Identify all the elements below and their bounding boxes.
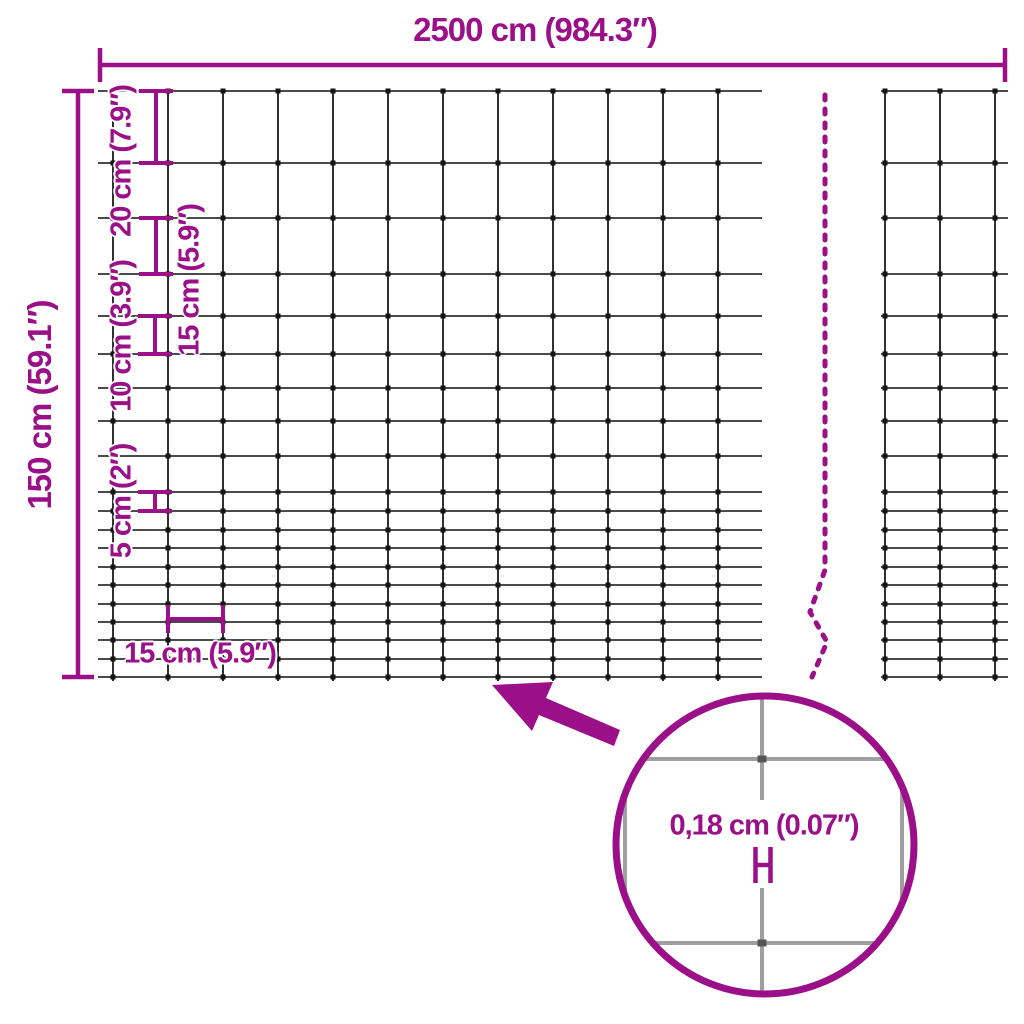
total-width-label: 2500 cm (984.3″) (413, 11, 658, 48)
magnifier-circle (612, 692, 918, 998)
total-height-label: 150 cm (59.1″) (21, 300, 58, 510)
dim-line-left (62, 88, 94, 680)
break-line (807, 92, 830, 680)
gap-10cm-label: 10 cm (3.9″) (105, 260, 138, 412)
spacing-brackets (138, 89, 225, 633)
wire-thickness-label: 0,18 cm (0.07″) (669, 809, 859, 842)
mesh-right (881, 88, 1008, 681)
mesh-main (98, 88, 762, 681)
gap-20cm-label: 20 cm (7.9″) (105, 85, 138, 237)
magnifier-arrow-icon (492, 682, 620, 746)
gap-15cm-horizontal-label: 15 cm (5.9″) (124, 637, 277, 670)
gap-15cm-vertical-label: 15 cm (5.9″) (173, 204, 206, 356)
dim-line-top (97, 48, 1008, 82)
gap-5cm-label: 5 cm (2″) (105, 443, 138, 559)
